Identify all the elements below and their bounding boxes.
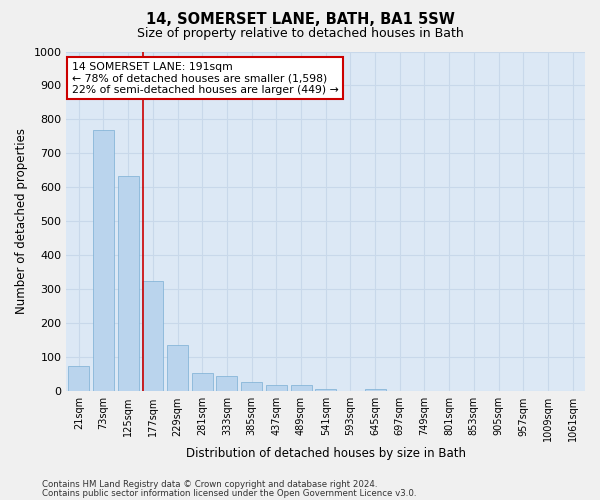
Bar xyxy=(290,385,311,392)
Bar xyxy=(93,130,114,392)
Bar xyxy=(241,382,262,392)
Bar xyxy=(266,384,287,392)
Bar xyxy=(118,176,139,392)
Bar xyxy=(365,388,386,392)
Bar xyxy=(142,281,163,392)
Bar xyxy=(217,376,238,392)
Bar xyxy=(68,366,89,392)
Text: 14, SOMERSET LANE, BATH, BA1 5SW: 14, SOMERSET LANE, BATH, BA1 5SW xyxy=(146,12,454,28)
Bar xyxy=(192,372,213,392)
Bar xyxy=(167,346,188,392)
Y-axis label: Number of detached properties: Number of detached properties xyxy=(15,128,28,314)
Text: Contains HM Land Registry data © Crown copyright and database right 2024.: Contains HM Land Registry data © Crown c… xyxy=(42,480,377,489)
Text: Size of property relative to detached houses in Bath: Size of property relative to detached ho… xyxy=(137,28,463,40)
Text: Contains public sector information licensed under the Open Government Licence v3: Contains public sector information licen… xyxy=(42,488,416,498)
Text: 14 SOMERSET LANE: 191sqm
← 78% of detached houses are smaller (1,598)
22% of sem: 14 SOMERSET LANE: 191sqm ← 78% of detach… xyxy=(71,62,338,95)
Bar xyxy=(315,388,336,392)
X-axis label: Distribution of detached houses by size in Bath: Distribution of detached houses by size … xyxy=(186,447,466,460)
